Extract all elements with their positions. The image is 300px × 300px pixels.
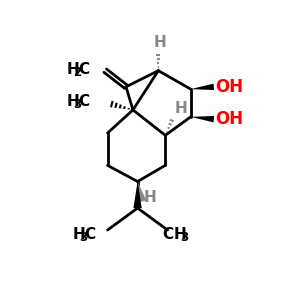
Text: OH: OH — [215, 78, 243, 96]
Text: C: C — [78, 62, 89, 77]
Text: H: H — [144, 190, 157, 205]
Text: C: C — [78, 94, 89, 109]
Polygon shape — [191, 84, 214, 90]
Text: OH: OH — [215, 110, 243, 128]
Text: H: H — [175, 101, 188, 116]
Text: H: H — [154, 35, 166, 50]
Text: H: H — [174, 227, 187, 242]
Text: H: H — [67, 94, 80, 109]
Polygon shape — [134, 182, 142, 208]
Text: 2: 2 — [74, 66, 82, 79]
Polygon shape — [191, 116, 214, 122]
Text: 3: 3 — [80, 231, 88, 244]
Text: C: C — [162, 227, 173, 242]
Text: 3: 3 — [74, 98, 82, 111]
Text: H: H — [73, 227, 86, 242]
Text: C: C — [84, 227, 95, 242]
Polygon shape — [138, 182, 146, 202]
Text: H: H — [67, 62, 80, 77]
Text: 3: 3 — [181, 231, 189, 244]
